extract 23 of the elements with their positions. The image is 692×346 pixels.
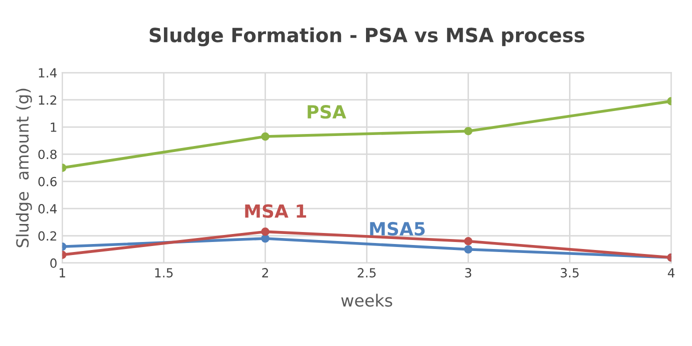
- y-tick-label: 0.2: [38, 231, 56, 241]
- y-tick-label: 0.4: [38, 204, 57, 214]
- x-tick-label: 3.5: [560, 268, 579, 278]
- y-tick-label: 0: [50, 258, 57, 268]
- chart-title: Sludge Formation - PSA vs MSA process: [150, 27, 584, 46]
- x-tick-label: 4: [668, 268, 675, 278]
- x-tick-label: 2: [262, 268, 268, 278]
- point: [261, 234, 270, 243]
- x-tick-label: 1: [60, 268, 66, 278]
- y-tick-label: 1.2: [38, 95, 56, 105]
- y-tick-label: 0.6: [38, 176, 57, 186]
- series-label: PSA: [308, 105, 346, 119]
- y-tick-label: 1.4: [38, 68, 57, 78]
- series-label: MSA5: [370, 222, 425, 236]
- series-label: MSA 1: [245, 204, 306, 218]
- x-tick-label: 1.5: [155, 268, 173, 278]
- x-axis-title: weeks: [341, 294, 392, 307]
- y-tick-label: 0.8: [38, 150, 57, 160]
- y-axis-title: Sludge amount (g): [16, 88, 32, 248]
- y-tick-label: 1: [50, 122, 56, 132]
- point: [464, 245, 472, 254]
- x-tick-label: 3: [465, 268, 472, 278]
- x-tick-label: 2.5: [358, 268, 376, 278]
